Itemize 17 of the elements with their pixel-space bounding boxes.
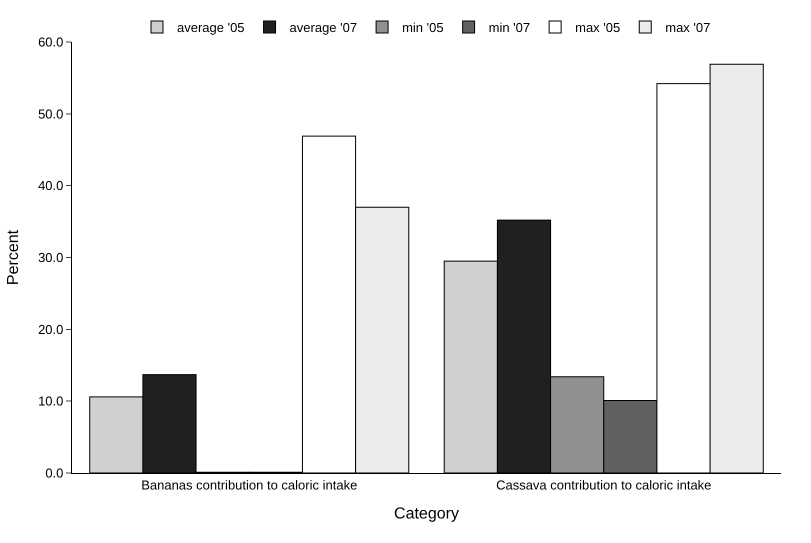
legend-label: max '07 [665, 20, 710, 36]
legend-label: average '07 [290, 20, 358, 36]
y-tick-label: 0.0 [45, 466, 64, 481]
legend-label: average '05 [177, 20, 245, 36]
y-tick-label: 10.0 [38, 394, 64, 409]
y-tick-label: 20.0 [38, 322, 64, 337]
y-tick-label: 30.0 [38, 250, 64, 266]
x-axis-title: Category [394, 505, 459, 522]
y-tick-label: 60.0 [38, 34, 64, 50]
y-axis-title: Percent [4, 229, 22, 286]
x-tick-label: Cassava contribution to caloric intake [496, 478, 712, 493]
legend-label: min '05 [402, 20, 444, 36]
y-tick-label: 50.0 [38, 106, 64, 122]
x-tick-label: Bananas contribution to caloric intake [141, 478, 358, 493]
y-tick-label: 40.0 [38, 178, 64, 194]
legend-label: max '05 [575, 20, 620, 36]
legend-label: min '07 [488, 20, 530, 36]
